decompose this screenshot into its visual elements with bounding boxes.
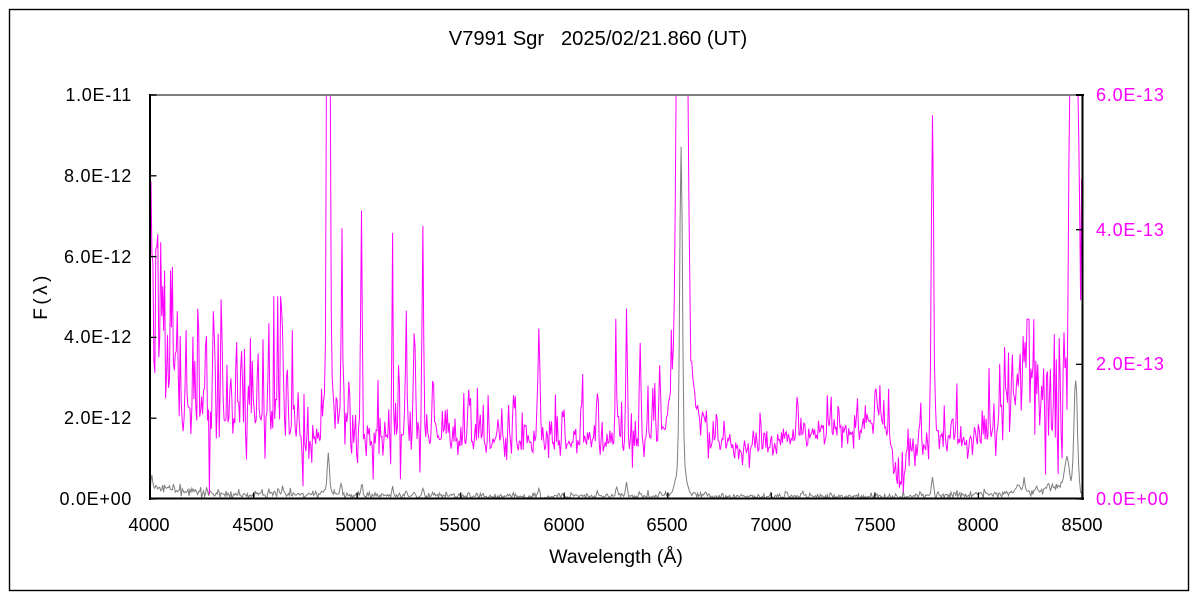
- svg-text:6000: 6000: [543, 514, 584, 535]
- svg-text:V7991 Sgr 2025/02/21.860 (UT: V7991 Sgr 2025/02/21.860 (UT): [449, 28, 748, 50]
- svg-text:8500: 8500: [1061, 514, 1102, 535]
- svg-text:1.0E-11: 1.0E-11: [65, 85, 132, 105]
- svg-text:4500: 4500: [232, 514, 273, 535]
- svg-text:Wavelength (Å): Wavelength (Å): [549, 545, 683, 568]
- svg-text:7000: 7000: [750, 514, 791, 535]
- svg-text:4.0E-12: 4.0E-12: [64, 327, 132, 347]
- svg-text:5000: 5000: [335, 514, 376, 535]
- svg-text:8.0E-12: 8.0E-12: [64, 166, 132, 186]
- svg-text:2.0E-12: 2.0E-12: [64, 408, 132, 428]
- svg-text:6.0E-13: 6.0E-13: [1096, 85, 1165, 105]
- svg-text:5500: 5500: [439, 514, 480, 535]
- svg-text:7500: 7500: [854, 514, 895, 535]
- svg-text:6500: 6500: [646, 514, 687, 535]
- svg-text:4.0E-13: 4.0E-13: [1096, 220, 1165, 240]
- svg-text:2.0E-13: 2.0E-13: [1096, 354, 1165, 374]
- svg-text:F(λ): F(λ): [31, 272, 52, 319]
- svg-text:6.0E-12: 6.0E-12: [64, 247, 132, 267]
- svg-text:4000: 4000: [128, 514, 169, 535]
- svg-text:0.0E+00: 0.0E+00: [60, 489, 132, 509]
- svg-text:8000: 8000: [957, 514, 998, 535]
- svg-text:0.0E+00: 0.0E+00: [1096, 489, 1169, 509]
